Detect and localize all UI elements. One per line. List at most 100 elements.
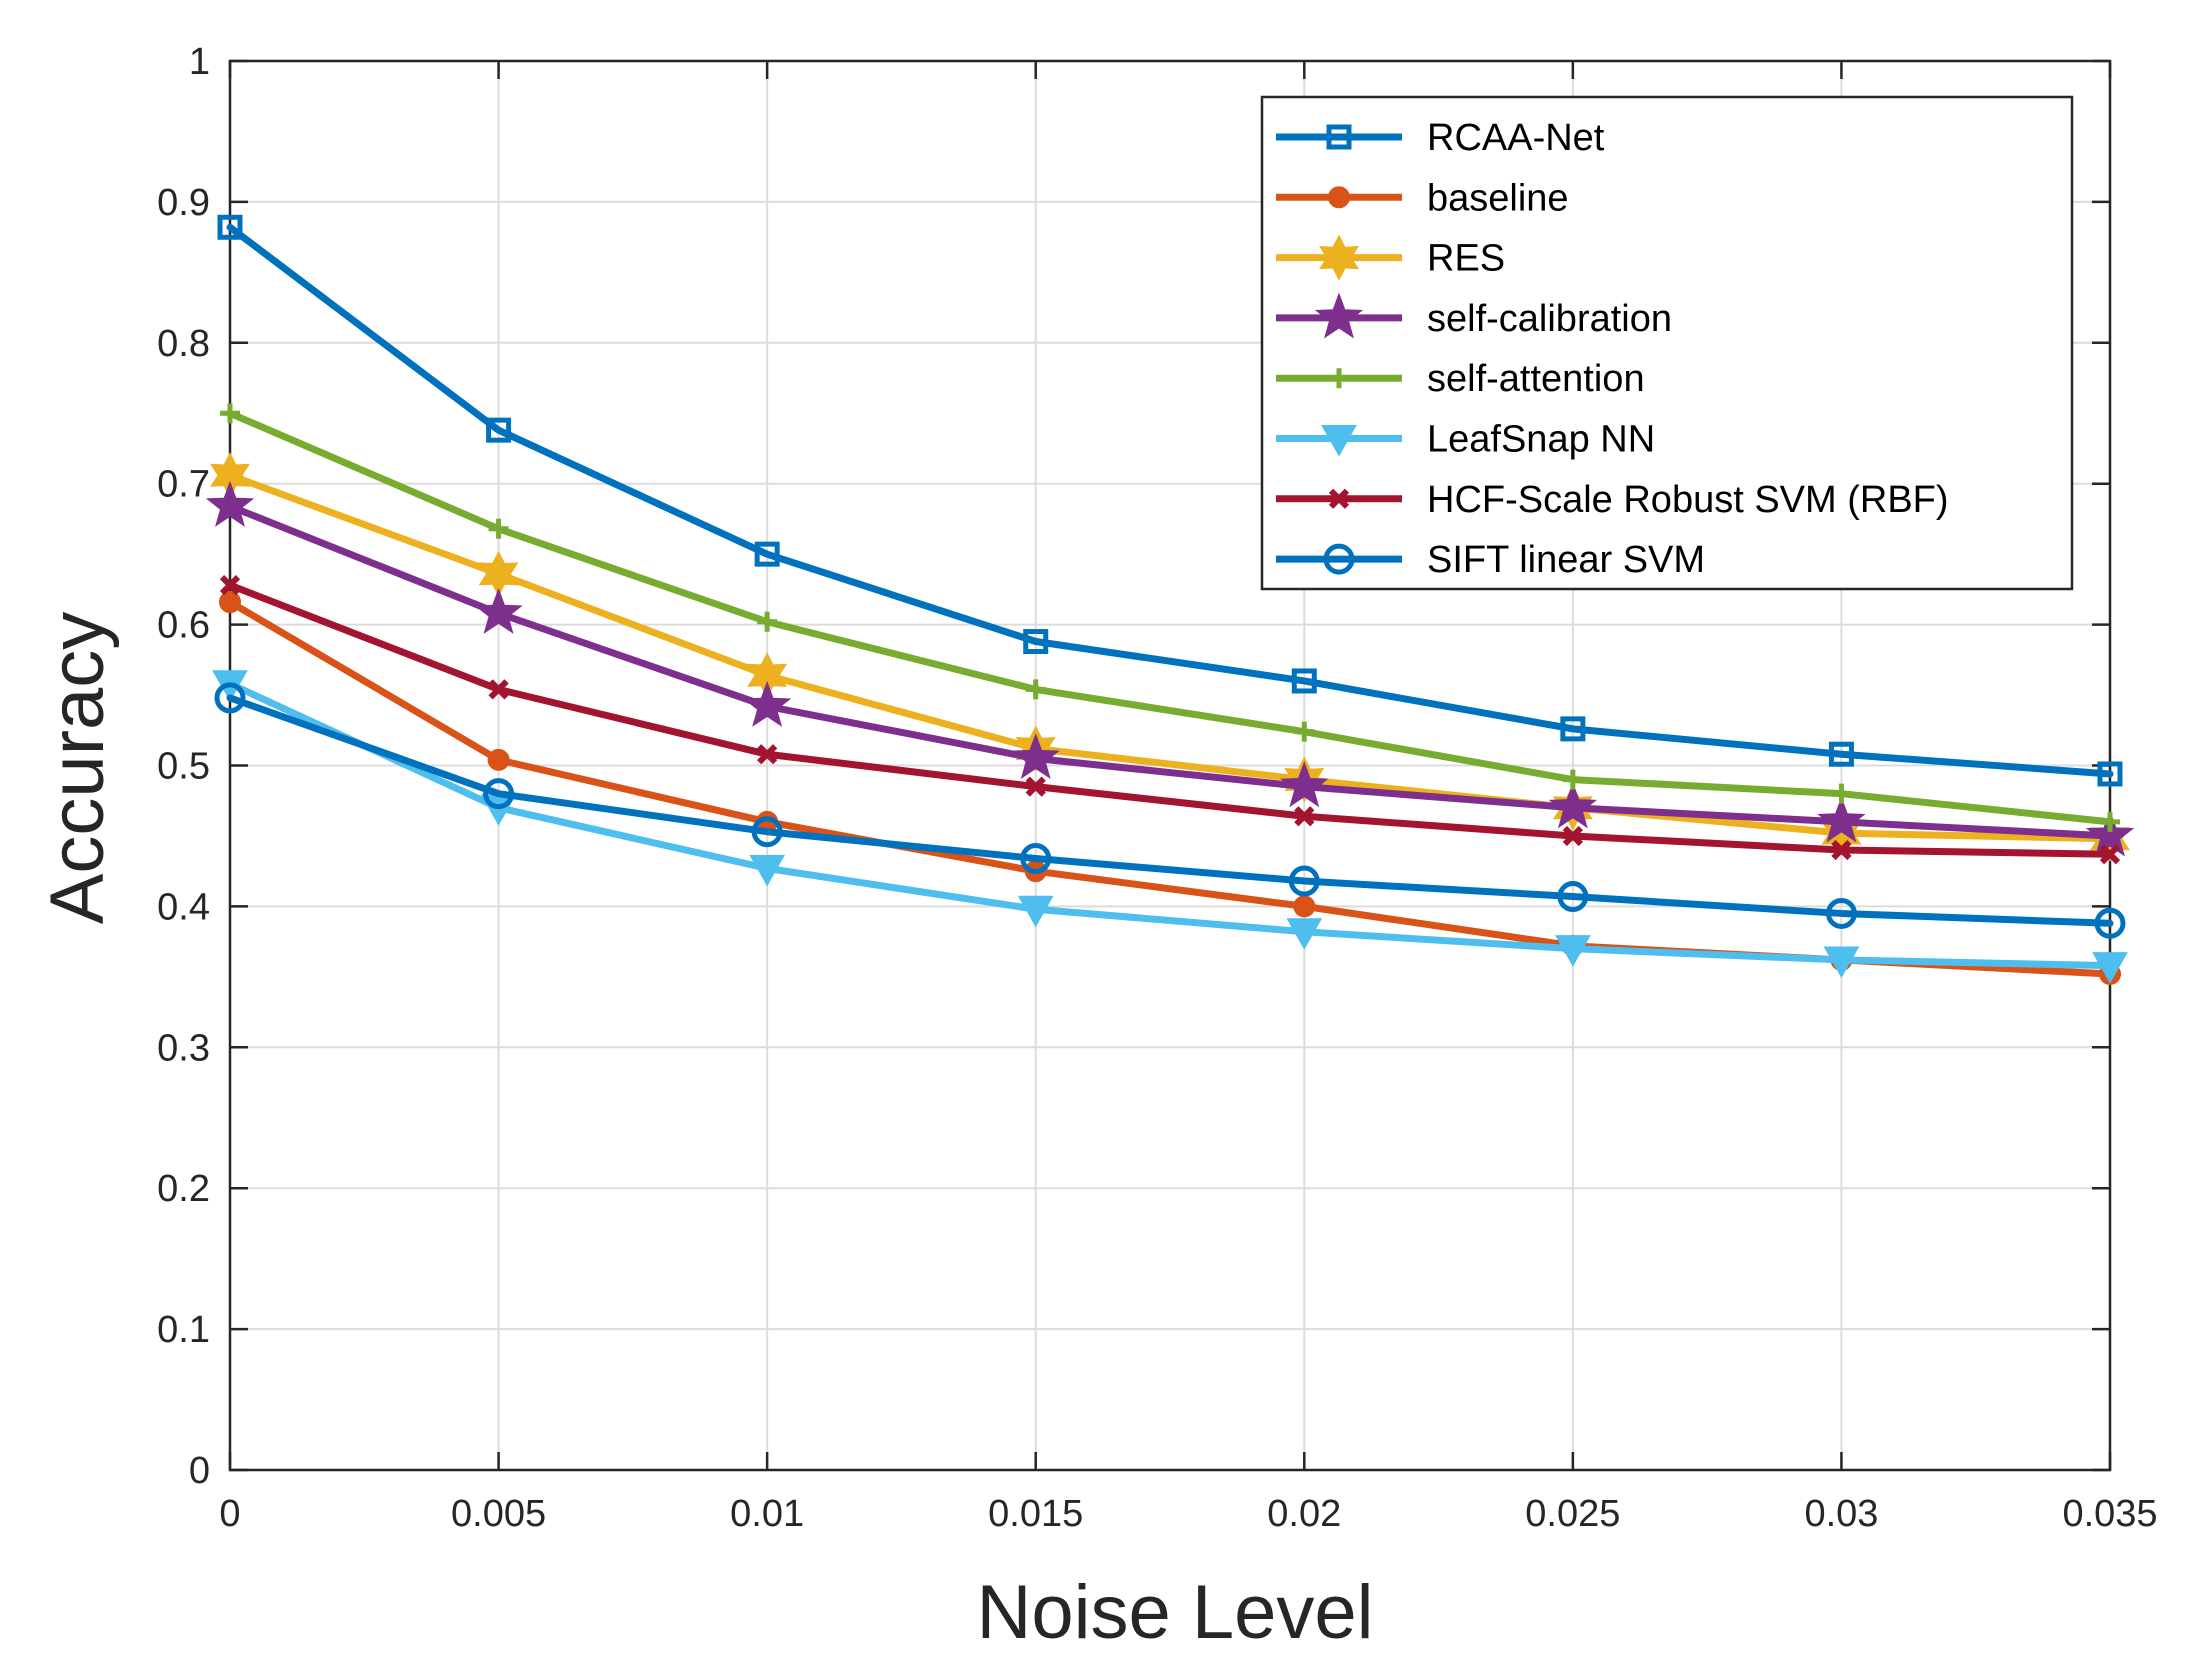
data-point [749,854,786,887]
x-tick-label: 0.035 [2062,1493,2157,1535]
series-line [226,581,2114,858]
data-point [487,748,510,771]
data-point [205,480,255,527]
legend-item[interactable]: RES [1276,234,1505,281]
legend-label: LeafSnap NN [1427,419,1655,461]
legend[interactable]: RCAA-Net baseline RES self-calibration self-… [1260,95,2074,591]
legend-item[interactable]: RCAA-Net [1276,117,1605,159]
legend-marker [1329,368,1349,389]
series-self-attention [220,403,2120,832]
data-point [1823,946,1860,978]
x-axis-title: Noise Level [976,1570,1373,1655]
data-point [486,417,512,443]
data-point [1825,897,1857,929]
data-point [2085,810,2135,857]
data-point [757,744,778,765]
y-tick-labels: 0 0.1 0.2 0.3 0.4 0.5 0.6 0.7 0.8 0.9 1 [157,41,210,1492]
series-line [226,694,2114,927]
legend-label: HCF-Scale Robust SVM (RBF) [1427,479,1949,521]
data-point [1025,679,1046,700]
y-tick-label: 0.9 [157,182,210,224]
data-point [1817,796,1866,843]
data-point [1011,733,1060,780]
y-axis-title: Accuracy [35,612,120,925]
legend-marker [1319,234,1359,281]
legend-marker [1326,124,1352,150]
legend-item[interactable]: baseline [1276,177,1569,219]
series-self-calibration [205,480,2135,857]
data-point [2094,907,2126,939]
data-point [217,214,243,240]
legend-label: self-calibration [1427,298,1672,340]
data-point [1020,842,1052,874]
series-line [226,223,2114,778]
data-point [1548,782,1598,829]
data-point [1831,783,1852,804]
legend-item[interactable]: self-attention [1276,358,1645,400]
data-point [1291,668,1317,694]
y-tick-label: 0.5 [157,746,210,788]
legend-label: RES [1427,238,1505,280]
x-tick-label: 0.01 [730,1493,804,1535]
x-tick-label: 0.005 [451,1493,546,1535]
data-point [742,680,792,727]
x-tick-label: 0 [219,1493,240,1535]
legend-box [1260,95,2074,591]
series-hcf-scale-robust-svm-rbf [219,575,2121,865]
legend-item[interactable]: LeafSnap NN [1276,419,1655,461]
data-point [220,403,240,424]
data-point [488,679,509,700]
series-layer [205,214,2135,986]
series-line [226,502,2114,840]
data-point [1831,839,1852,861]
data-point [2099,844,2121,865]
y-tick-label: 0.3 [157,1027,210,1069]
data-point [2100,811,2120,832]
y-tick-label: 0 [189,1450,210,1492]
x-tick-label: 0.025 [1525,1493,1620,1535]
legend-marker [1321,425,1357,457]
series-rcaa-net [217,214,2123,787]
data-point [1286,918,1323,950]
data-point [1017,895,1054,928]
data-point [1280,761,1329,808]
y-tick-label: 0.2 [157,1168,210,1210]
legend-item[interactable]: HCF-Scale Robust SVM (RBF) [1276,479,1949,521]
series-sift-linear-svm [214,682,2126,939]
series-line [226,680,2114,970]
x-tick-label: 0.015 [988,1493,1083,1535]
data-point [754,541,780,567]
y-tick-label: 0.8 [157,323,210,365]
y-tick-label: 0.7 [157,464,210,506]
data-point [214,682,246,714]
data-point [1560,716,1586,742]
data-point [474,587,523,634]
y-tick-label: 0.1 [157,1309,210,1351]
data-point [1023,629,1049,655]
data-point [1562,825,1583,847]
y-tick-label: 0.4 [157,886,210,928]
data-point [1555,935,1591,967]
data-point [1293,895,1316,918]
data-point [483,778,515,810]
data-point [1828,741,1854,767]
data-point [2097,761,2123,787]
legend-item[interactable]: SIFT linear SVM [1276,539,1705,581]
series-line [226,409,2114,826]
legend-label: baseline [1427,177,1569,219]
legend-marker [1323,543,1355,575]
data-point [219,591,241,614]
data-point [1288,865,1320,897]
y-tick-label: 0.6 [157,605,210,647]
legend-marker [1314,292,1364,339]
data-point [2092,952,2128,984]
legend-item[interactable]: self-calibration [1276,292,1672,340]
data-point [1294,806,1315,827]
data-point [488,518,509,539]
data-point [1557,881,1589,913]
series-line [226,471,2114,843]
data-point [757,611,778,632]
data-point [1562,769,1583,790]
legend-label: RCAA-Net [1427,117,1605,159]
